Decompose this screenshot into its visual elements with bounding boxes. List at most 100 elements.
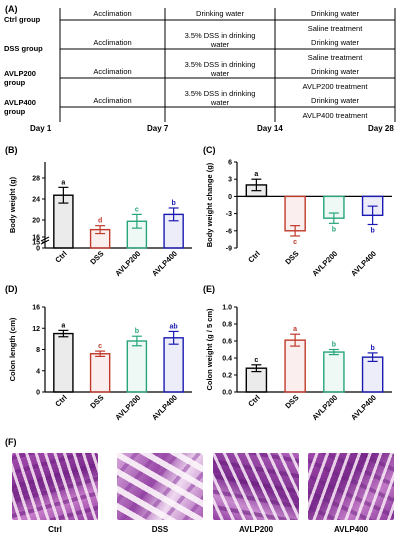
bar-avlp200 [323, 351, 345, 393]
sig-letter: b [135, 328, 139, 335]
y-tick-label: 28 [32, 176, 40, 183]
sig-letter: b [370, 345, 374, 352]
phase2-avlp200: 3.5% DSS in drinking water [184, 60, 256, 78]
day-14-label: Day 14 [257, 124, 283, 133]
y-tick-label: 16 [32, 235, 40, 242]
category-label: DSS [283, 393, 300, 410]
histology-ctrl-image [12, 453, 98, 520]
phase1-avlp400: Acclimation [93, 96, 132, 105]
category-label: AVLP200 [310, 249, 339, 278]
y-tick-label: 0 [228, 194, 232, 201]
y-tick-label: 6 [228, 160, 232, 167]
y-tick-label: 0.4 [222, 356, 232, 363]
sig-letter: b [370, 227, 374, 234]
y-axis-label: Colon weight (g / 5 cm) [205, 308, 214, 391]
category-label: AVLP400 [150, 249, 179, 278]
phase1-dss: Acclimation [93, 38, 132, 47]
category-label: DSS [88, 393, 105, 410]
phase3b-avlp400: AVLP400 treatment [302, 111, 368, 120]
bar-dss [89, 353, 111, 393]
y-tick-label: -6 [226, 228, 232, 235]
panel-b-label: (B) [5, 145, 18, 155]
y-tick-label: 12 [32, 326, 40, 333]
caption-dss: DSS [151, 525, 169, 534]
y-axis-label: Body weight change (g) [205, 162, 214, 247]
y-tick-label: 16 [32, 305, 40, 312]
y-tick-label: 0 [36, 390, 40, 397]
group-label-avlp400: AVLP400 group [4, 98, 36, 116]
phase3b-avlp200: AVLP200 treatment [302, 82, 368, 91]
sig-letter: ab [170, 323, 178, 330]
category-label: AVLP400 [349, 393, 378, 422]
panel-a-label: (A) [5, 4, 18, 14]
y-axis-label: Colon length (cm) [8, 317, 17, 381]
category-label: DSS [283, 249, 300, 266]
y-tick-label: 8 [36, 347, 40, 354]
sig-letter: b [332, 342, 336, 349]
sig-letter: c [135, 206, 139, 213]
phase2-dss: 3.5% DSS in drinking water [184, 31, 256, 49]
phase1-ctrl: Acclimation [93, 9, 132, 18]
category-label: Ctrl [53, 393, 69, 409]
phase3a-ctrl: Drinking water [311, 9, 359, 18]
caption-avlp200: AVLP200 [238, 525, 274, 534]
y-tick-label: 0 [36, 246, 40, 253]
category-label: Ctrl [246, 249, 262, 265]
phase1-avlp200: Acclimation [93, 67, 132, 76]
bar-ctrl [53, 332, 74, 393]
sig-letter: a [254, 171, 258, 178]
bar-avlp400 [163, 337, 184, 393]
bar-dss [284, 339, 306, 393]
axis-break [40, 239, 50, 245]
bar-avlp400 [361, 356, 384, 393]
y-tick-label: 0.0 [222, 390, 232, 397]
group-label-avlp200: AVLP200 group [4, 69, 36, 87]
category-label: DSS [88, 249, 105, 266]
phase3a-avlp400: Drinking water [311, 96, 359, 105]
sig-letter: a [61, 179, 65, 186]
panel-d-label: (D) [5, 284, 18, 294]
histology-avlp400-image [308, 453, 394, 520]
y-tick-label: -9 [226, 246, 232, 253]
sig-letter: b [332, 226, 336, 233]
sig-letter: a [61, 322, 65, 329]
y-axis-label: Body weight (g) [8, 176, 17, 233]
y-tick-label: -3 [226, 211, 232, 218]
histology-dss-image [117, 453, 203, 520]
timeline-lines [59, 8, 396, 122]
y-tick-label: 0.6 [222, 339, 232, 346]
bar-avlp200 [126, 340, 148, 393]
group-label-dss: DSS group [4, 44, 43, 53]
phase3b-ctrl: Saline treatment [307, 24, 363, 33]
y-tick-label: 0.2 [222, 373, 232, 380]
y-tick-label: 0.8 [222, 322, 232, 329]
panel-e-label: (E) [203, 284, 215, 294]
day-1-label: Day 1 [30, 124, 52, 133]
panel-c-label: (C) [203, 145, 216, 155]
category-label: AVLP200 [113, 393, 142, 422]
phase2-avlp400: 3.5% DSS in drinking water [184, 89, 256, 107]
caption-ctrl: Ctrl [48, 525, 62, 534]
category-label: AVLP200 [113, 249, 142, 278]
y-tick-label: 20 [32, 218, 40, 225]
sig-letter: c [254, 357, 258, 364]
panel-f-label: (F) [5, 437, 17, 447]
y-tick-label: 24 [32, 197, 40, 204]
y-tick-label: 3 [228, 177, 232, 184]
sig-letter: a [293, 326, 297, 333]
category-label: Ctrl [246, 393, 262, 409]
category-label: AVLP400 [349, 249, 378, 278]
y-tick-label: 15 [32, 240, 40, 247]
histology-avlp200-image [213, 453, 299, 520]
category-label: Ctrl [53, 249, 69, 265]
caption-avlp400: AVLP400 [333, 525, 369, 534]
sig-letter: d [98, 218, 102, 225]
group-label-ctrl: Ctrl group [4, 15, 41, 24]
day-7-label: Day 7 [147, 124, 169, 133]
y-tick-label: 1.0 [222, 305, 232, 312]
phase3b-dss: Saline treatment [307, 53, 363, 62]
phase3a-dss: Drinking water [311, 38, 359, 47]
day-28-label: Day 28 [368, 124, 394, 133]
y-tick-label: 4 [36, 368, 40, 375]
